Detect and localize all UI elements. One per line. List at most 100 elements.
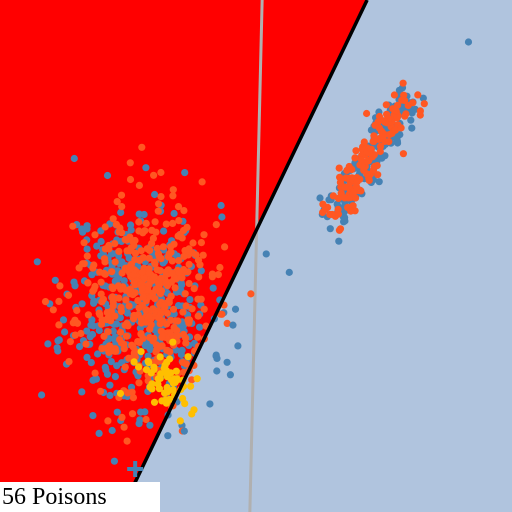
data-point	[66, 338, 74, 346]
data-point	[363, 170, 371, 178]
data-point	[127, 264, 135, 272]
data-point	[106, 381, 114, 389]
data-point	[183, 247, 192, 255]
data-point	[91, 369, 99, 377]
data-point	[104, 328, 112, 336]
data-point	[185, 316, 194, 324]
data-point	[335, 226, 343, 234]
data-point	[223, 319, 231, 327]
data-point	[142, 415, 150, 424]
data-point	[214, 271, 222, 279]
data-point	[154, 207, 162, 215]
data-point	[169, 305, 178, 313]
data-point	[216, 263, 224, 272]
data-point	[351, 154, 359, 162]
data-point	[174, 302, 183, 310]
data-point	[154, 375, 162, 383]
data-point	[131, 289, 139, 297]
data-point	[192, 251, 200, 259]
data-point	[189, 239, 197, 247]
data-point	[221, 243, 229, 251]
data-point	[138, 143, 146, 151]
data-point	[391, 126, 399, 134]
data-point	[92, 374, 100, 382]
data-point	[397, 124, 405, 132]
data-point	[150, 398, 159, 406]
data-point	[328, 210, 336, 219]
data-point	[319, 200, 327, 208]
data-point	[181, 400, 189, 408]
data-point	[117, 303, 125, 312]
data-point	[285, 268, 293, 276]
data-point	[87, 359, 95, 367]
data-point	[88, 271, 96, 279]
data-point	[142, 164, 150, 172]
data-point	[38, 391, 46, 399]
data-point	[110, 347, 118, 355]
data-point	[129, 237, 137, 245]
data-point	[89, 264, 97, 272]
data-point	[416, 111, 424, 119]
data-point	[167, 248, 175, 256]
data-point	[247, 290, 255, 298]
data-point	[124, 389, 132, 397]
data-point	[101, 270, 109, 278]
data-point	[375, 178, 383, 186]
data-point	[200, 231, 208, 239]
data-point	[147, 321, 155, 329]
data-point	[76, 343, 84, 351]
data-point	[145, 359, 153, 367]
data-point	[137, 315, 145, 323]
data-point	[71, 331, 79, 339]
data-point	[83, 245, 91, 253]
data-point	[182, 360, 190, 368]
data-point	[179, 226, 188, 235]
data-point	[113, 408, 121, 416]
data-point	[402, 110, 410, 118]
data-point	[197, 239, 205, 247]
data-point	[140, 210, 148, 219]
data-point	[120, 340, 128, 348]
data-point	[334, 205, 342, 213]
data-point	[172, 367, 180, 375]
data-point	[175, 232, 183, 240]
data-point	[144, 286, 152, 294]
data-point	[182, 302, 190, 310]
data-point	[155, 314, 163, 322]
data-point	[64, 291, 73, 299]
data-point	[391, 106, 399, 114]
data-point	[169, 186, 177, 194]
data-point	[206, 400, 214, 408]
data-point	[49, 306, 57, 314]
data-point	[186, 296, 194, 304]
data-point	[175, 257, 183, 265]
data-point	[101, 363, 109, 371]
data-point	[151, 258, 159, 266]
data-point	[341, 183, 349, 191]
data-point	[363, 109, 371, 118]
data-point	[166, 395, 174, 403]
data-point	[134, 338, 142, 346]
data-point	[163, 383, 171, 392]
data-point	[180, 427, 188, 435]
data-point	[126, 159, 134, 167]
data-point	[131, 347, 139, 355]
data-point	[118, 203, 126, 211]
data-point	[55, 321, 63, 329]
data-point	[91, 231, 99, 239]
data-point	[90, 297, 98, 305]
data-point	[408, 124, 416, 132]
data-point	[103, 370, 112, 378]
data-point	[393, 114, 401, 122]
data-point	[75, 264, 83, 272]
data-point	[116, 336, 124, 344]
data-point	[382, 101, 390, 109]
data-point	[335, 237, 343, 245]
data-point	[164, 432, 172, 440]
data-point	[333, 200, 341, 208]
data-point	[145, 265, 153, 273]
data-point	[360, 138, 368, 146]
data-point	[195, 273, 203, 281]
data-point	[142, 219, 150, 227]
